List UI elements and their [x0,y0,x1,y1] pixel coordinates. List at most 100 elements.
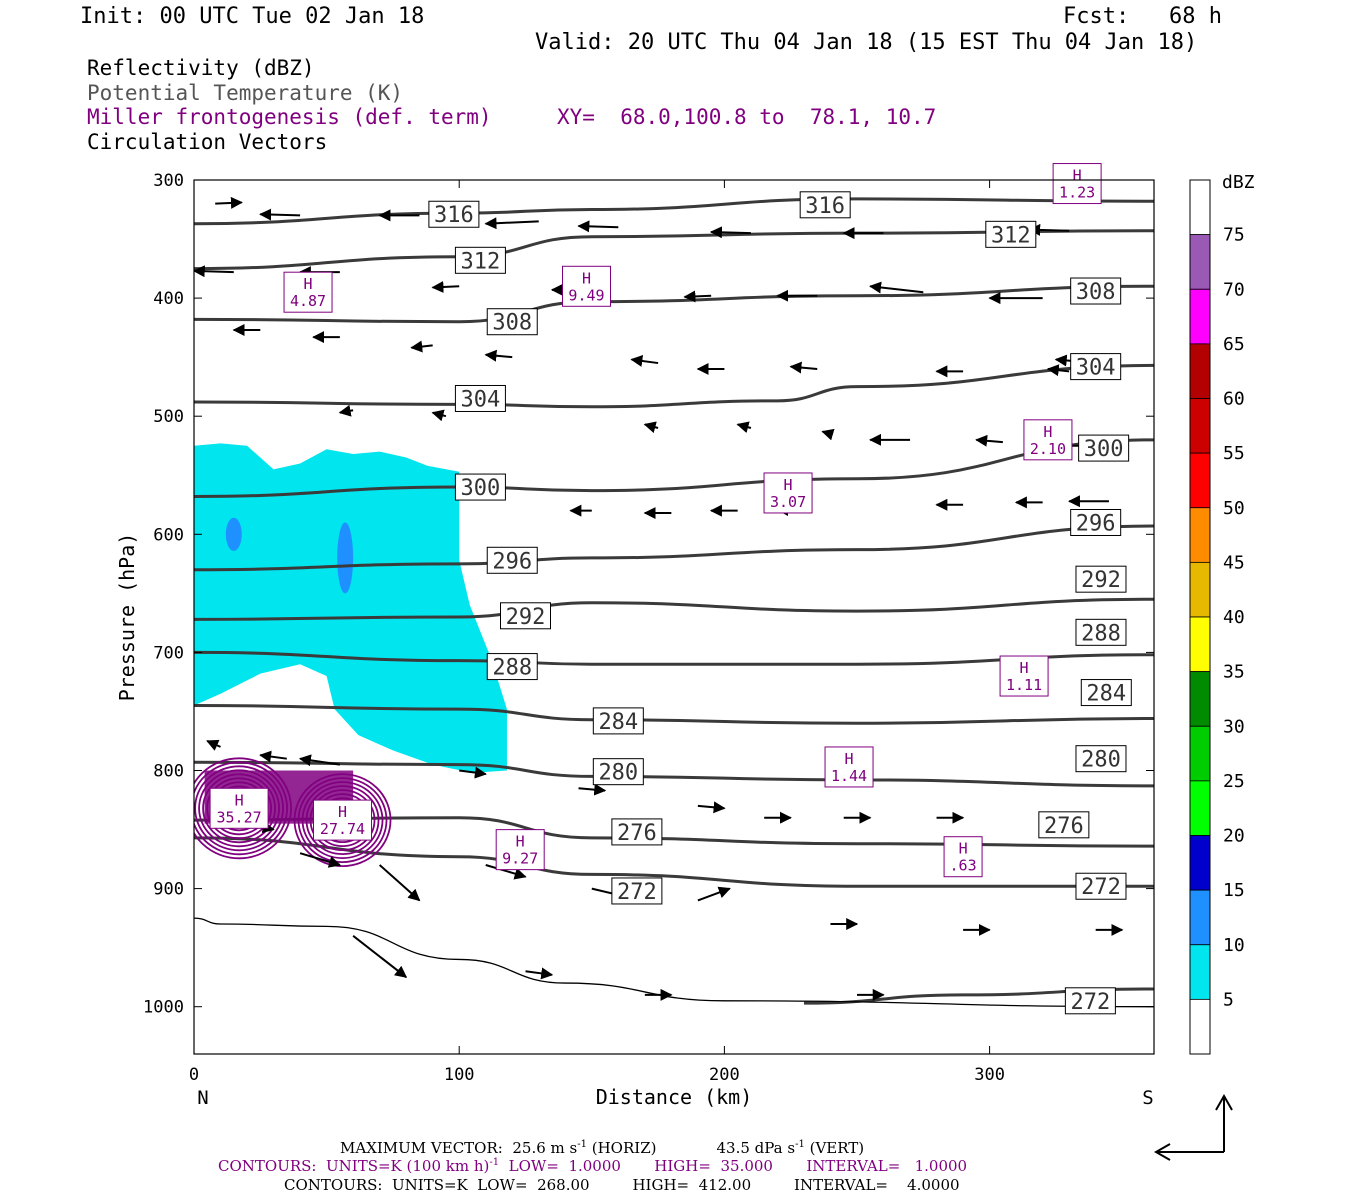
colorbar-segment [1189,671,1211,727]
isentrope-label: 308 [486,308,538,336]
north-label: N [197,1087,208,1109]
y-tick-label: 300 [153,171,184,191]
frontogenesis-max-label: H1.11 [999,655,1049,697]
isentrope-label-text: 280 [1081,748,1121,773]
frontogenesis-max-box [561,265,611,307]
circulation-vector [338,404,354,417]
isentrope-label-text: 308 [492,311,532,336]
frontogenesis-max-value: 1.11 [1006,676,1042,694]
frontogenesis-max-label: H1.44 [824,746,874,788]
circulation-vector [299,852,342,868]
circulation-vector [484,349,513,362]
frontogenesis-max-label: H9.27 [495,829,545,871]
frontogenesis-max-label: H27.74 [313,799,373,841]
isentrope-label-text: 312 [991,223,1031,248]
isentrope-label: 308 [1070,277,1122,305]
isentrope-label: 316 [799,191,851,219]
isentrope-284 [194,704,1154,725]
isentrope-label: 296 [1070,508,1122,536]
colorbar-label: 55 [1223,443,1245,464]
frontogenesis-max-value: 35.27 [217,808,262,826]
isentrope-label: 272 [1075,872,1127,900]
x-tick-label: 100 [444,1065,475,1085]
isentrope-label-box [1080,679,1132,707]
colorbar-frame [1189,179,1211,1055]
colorbar-segment [1189,288,1211,345]
frontogenesis-max-box [763,472,813,514]
isentrope-label: 296 [486,546,538,574]
frontogenesis-max-value: 9.27 [502,850,538,868]
isentrope-label-text: 288 [1081,621,1121,646]
isentrope-label-box [1038,811,1090,839]
isentrope-label-text: 284 [598,710,638,735]
circulation-vector [194,265,234,278]
colorbar-segment [1189,944,1211,1000]
isentrope-label: 288 [1075,618,1127,646]
isentrope-label-text: 276 [1044,814,1084,839]
isentrope-label-text: 312 [461,249,501,274]
circulation-vector [431,280,460,293]
circulation-vector [577,220,619,233]
frontogenesis-max-value: 27.74 [320,820,365,838]
circulation-vector [1046,364,1070,377]
frontogenesis-max-h: H [1073,167,1082,185]
legend-theta: Potential Temperature (K) [87,81,404,105]
isentrope-316 [194,197,1154,226]
frontogenesis-max-box [313,799,373,841]
isentrope-label-box [486,653,538,681]
isentrope-label-text: 300 [461,476,501,501]
isentrope-label: 292 [500,602,551,630]
x-tick-label: 0 [189,1065,199,1085]
isentrope-label-box [1075,565,1127,593]
y-tick-label: 1000 [143,998,184,1018]
isentrope-label: 292 [1075,565,1127,593]
isentrope-296 [194,524,1154,572]
isentrope-label-box [592,707,644,735]
frontogenesis-max-value: 9.49 [568,286,604,304]
colorbar-label: 75 [1223,225,1245,246]
circulation-vector [485,864,527,880]
frontogenesis-max-label: H9.49 [561,265,611,307]
colorbar-label: 60 [1223,389,1245,410]
theta-contour-info: CONTOURS: UNITS=K LOW= 268.00 HIGH= 412.… [284,1176,960,1194]
isentrope-label-box [1064,987,1116,1015]
isentrope-label-box [1075,745,1127,773]
frontogenesis-max-box [943,836,983,878]
legend-miller: Miller frontogenesis (def. term) [87,105,492,129]
colorbar-label: 35 [1223,662,1245,683]
isentrope-label: 312 [454,246,506,274]
frontogenesis-max-box [283,271,333,313]
frontogenesis-max-h: H [1043,423,1052,441]
colorbar-segment [1189,889,1211,946]
surface-line [194,917,1154,1008]
y-tick-label: 600 [153,525,184,545]
isentrope-label-box [486,546,538,574]
isentrope-312 [194,229,1154,271]
circulation-vector [298,754,341,767]
isentrope-label-box [611,877,663,905]
isentrope-label-box [500,602,551,630]
colorbar-label: 50 [1223,498,1245,519]
colorbar-segment [1189,452,1211,509]
init-time: Init: 00 UTC Tue 02 Jan 18 [80,4,425,29]
cross-section-endpoints: XY= 68.0,100.8 to 78.1, 10.7 [557,105,937,129]
isentrope-label: 288 [486,653,538,681]
colorbar-segment [1189,616,1211,673]
circulation-vector [643,421,659,434]
isentrope-label-text: 292 [506,605,546,630]
x-tick-label: 200 [709,1065,740,1085]
isentrope-label-text: 272 [617,880,657,905]
colorbar-segment [1189,725,1211,782]
isentrope-label-text: 272 [1081,875,1121,900]
frontogenesis-max-box [495,829,545,871]
frontogenesis-contour-info: CONTOURS: UNITS=K (100 km h)-1 LOW= 1.00… [218,1157,968,1175]
legend-vectors: Circulation Vectors [87,130,328,154]
frontogenesis-max-label: H4.87 [283,271,333,313]
circulation-vector [789,361,818,374]
colorbar-segment [1189,179,1211,236]
frontogenesis-max-box [1052,163,1102,205]
circulation-vector [259,750,287,763]
isentrope-label-box [486,308,538,336]
reflectivity-10dbz-cell [337,522,354,594]
